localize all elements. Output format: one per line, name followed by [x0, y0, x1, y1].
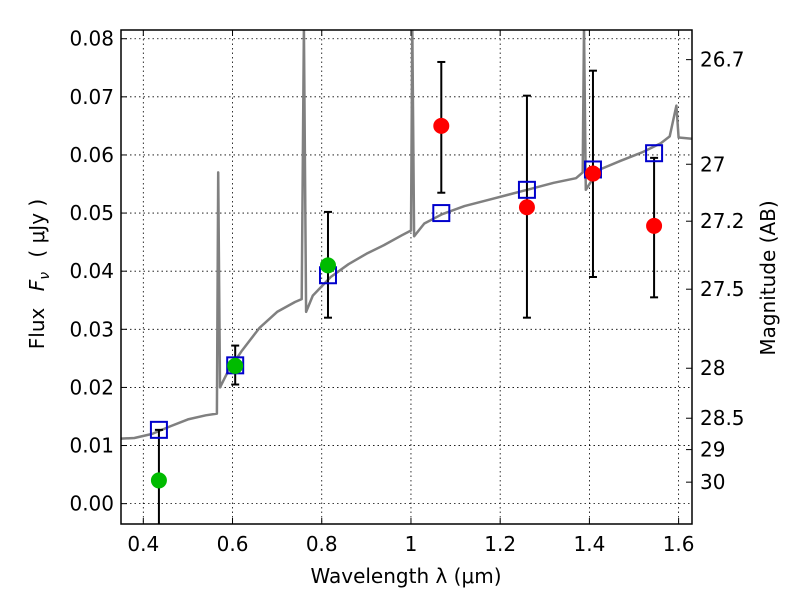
sed-spectrum — [121, 30, 692, 440]
x-axis-label: Wavelength λ (μm) — [310, 564, 501, 588]
y-tick-label: 0.06 — [69, 143, 114, 167]
x-ticks: 0.4 0.6 0.8 1 1.2 1.4 1.6 — [127, 30, 695, 556]
x-tick-label: 1.6 — [663, 532, 695, 556]
magnitude-tick-label: 30 — [700, 470, 725, 494]
magnitude-tick-label: 27.2 — [700, 209, 745, 233]
observed-point — [518, 199, 535, 216]
y-tick-label: 0.00 — [69, 492, 114, 516]
x-tick-label: 1.2 — [484, 532, 516, 556]
y-axis-label-symbol: F — [25, 279, 49, 291]
detected-point — [227, 357, 244, 374]
detected-point — [150, 472, 167, 489]
x-tick-label: 0.8 — [306, 532, 338, 556]
magnitude-axis-label: Magnitude (AB) — [756, 200, 780, 355]
magnitude-tick-label: 28 — [700, 356, 725, 380]
observed-point — [584, 165, 601, 182]
detected-point — [319, 257, 336, 274]
y-ticks: 0.00 0.01 0.02 0.03 0.04 0.05 0.06 0.07 0.08 — [69, 27, 127, 516]
data-points — [149, 117, 664, 489]
model-point — [149, 420, 168, 439]
sed-spectrum-line — [121, 30, 692, 440]
y-tick-label: 0.02 — [69, 375, 114, 399]
model-point — [645, 144, 664, 163]
y-tick-label: 0.08 — [69, 27, 114, 51]
y-tick-label: 0.07 — [69, 85, 114, 109]
y-tick-label: 0.05 — [69, 201, 114, 225]
y-tick-label: 0.04 — [69, 259, 114, 283]
grid — [121, 30, 692, 524]
magnitude-ticks: 26.7 27 27.2 27.5 28 28.5 29 30 — [686, 48, 745, 494]
observed-point — [646, 217, 663, 234]
x-tick-label: 0.4 — [127, 532, 159, 556]
y-axis-label: Flux Fν ( μJy ) — [25, 199, 54, 349]
y-axis-label-prefix: Flux — [25, 307, 49, 349]
model-point — [432, 204, 451, 223]
plot-frame — [120, 29, 693, 525]
observed-point — [433, 117, 450, 134]
magnitude-tick-label: 29 — [700, 438, 725, 462]
y-tick-label: 0.01 — [69, 434, 114, 458]
x-tick-label: 1 — [405, 532, 418, 556]
magnitude-tick-label: 27.5 — [700, 277, 745, 301]
x-tick-label: 0.6 — [217, 532, 249, 556]
x-tick-label: 1.4 — [573, 532, 605, 556]
magnitude-tick-label: 27 — [700, 152, 725, 176]
magnitude-tick-label: 26.7 — [700, 48, 745, 72]
y-axis-label-subscript: ν — [37, 272, 53, 280]
y-tick-label: 0.03 — [69, 317, 114, 341]
magnitude-tick-label: 28.5 — [700, 406, 745, 430]
model-point — [517, 180, 536, 199]
y-axis-label-unit: ( μJy ) — [25, 199, 49, 258]
